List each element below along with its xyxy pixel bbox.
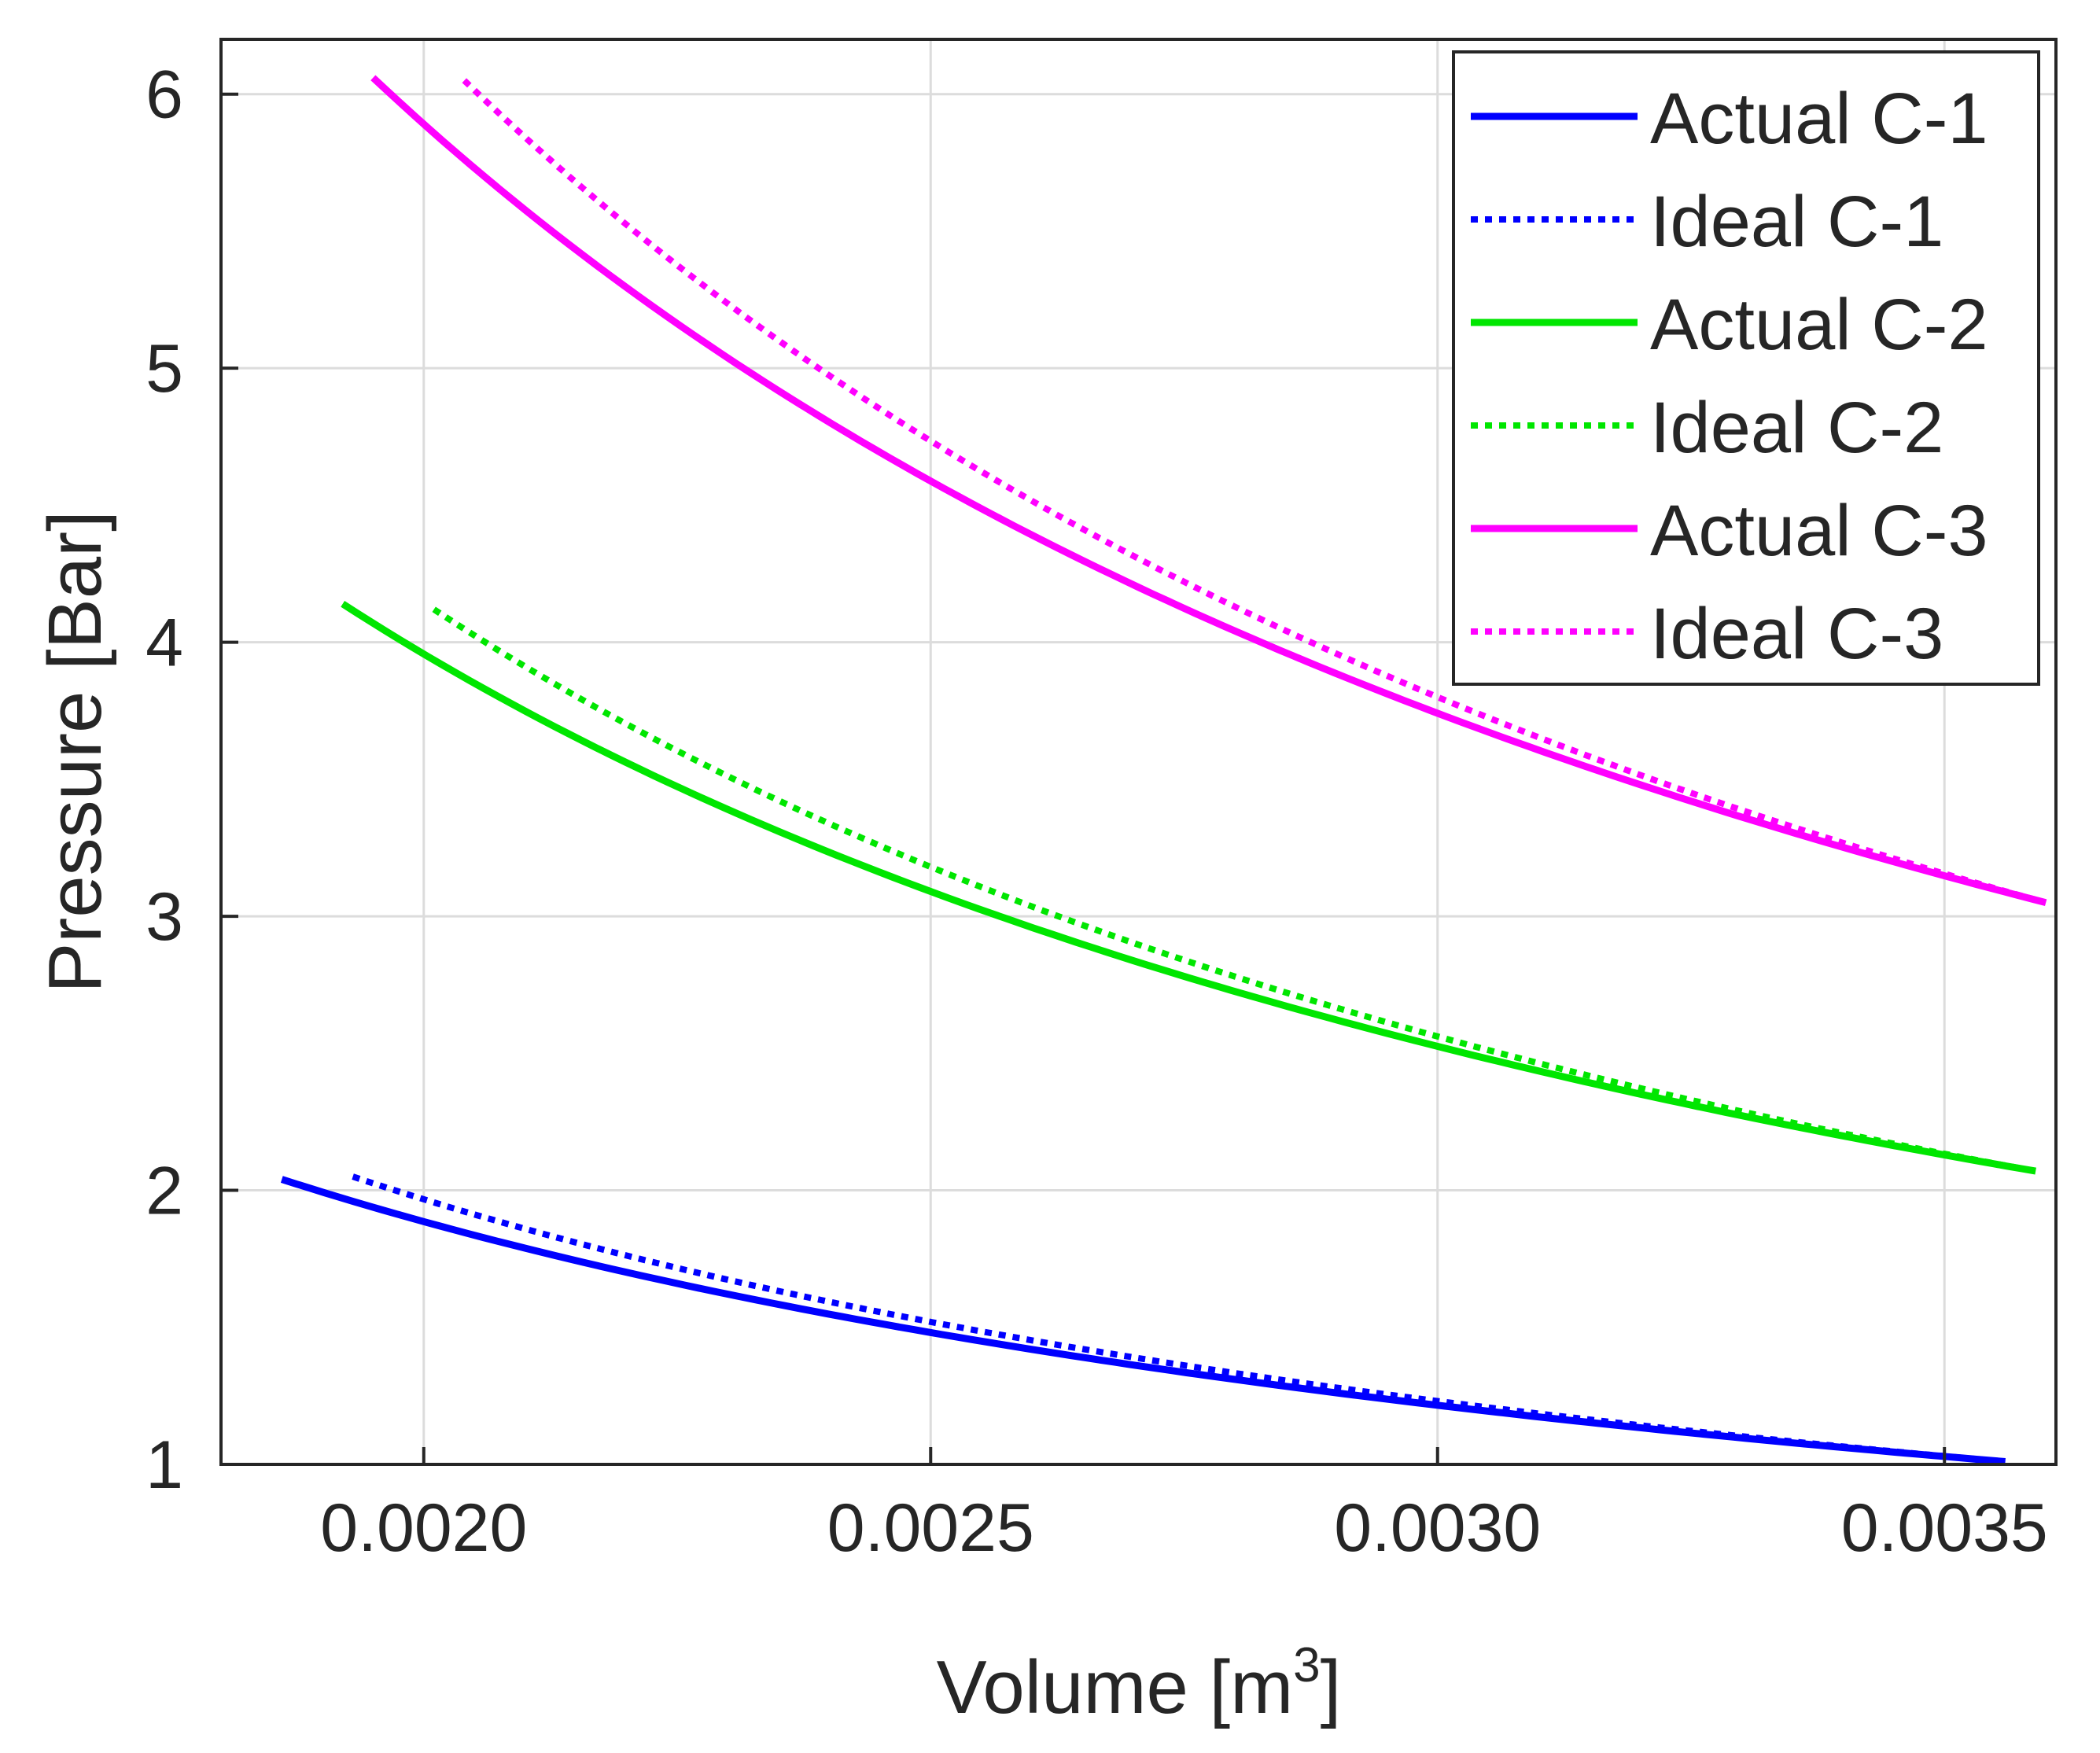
legend-label: Actual C-1 [1650,79,1988,159]
y-tick-label: 3 [146,879,183,955]
legend-label: Ideal C-2 [1650,388,1943,468]
series-ideal-c-2 [432,606,2036,1175]
y-tick-label: 2 [146,1154,183,1229]
tick-labels: 0.0020 0.0025 0.0030 0.0035 1 2 3 4 5 6 [146,57,2048,1566]
series-ideal-c-3 [462,78,2047,906]
series-actual-c-2 [341,601,2036,1175]
legend-entries: Actual C-1 Ideal C-1 Actual C-2 Ideal C-2 Ac… [1471,79,1988,674]
axes-frame [219,38,2058,1466]
legend-label: Actual C-2 [1650,285,1988,365]
y-tick-label: 1 [146,1427,183,1503]
x-tick-label: 0.0020 [320,1490,527,1566]
series-actual-c-3 [370,75,2047,907]
y-axis-label: Pressure [Bar] [33,510,117,993]
y-tick-label: 5 [146,331,183,407]
series-actual-c-1 [280,1176,2006,1465]
legend-label: Actual C-3 [1650,491,1988,571]
x-axis-label-suffix: ] [1321,1645,1342,1729]
x-tick-label: 0.0030 [1334,1490,1541,1566]
x-tick-label: 0.0035 [1841,1490,2048,1566]
x-tick-label: 0.0025 [827,1490,1034,1566]
legend: Actual C-1 Ideal C-1 Actual C-2 Ideal C-2 Ac… [1452,50,2040,686]
y-tick-label: 4 [146,606,183,681]
x-axis-label: Volume [m3] [937,1638,1342,1729]
plot-area [280,75,2047,1465]
x-axis-label-text: Volume [m [937,1645,1294,1729]
legend-box [1452,50,2040,686]
series-ideal-c-1 [352,1173,2006,1465]
x-axis-label-superscript: 3 [1293,1638,1320,1692]
legend-label: Ideal C-1 [1650,182,1943,262]
y-tick-label: 6 [146,57,183,133]
legend-label: Ideal C-3 [1650,594,1943,674]
